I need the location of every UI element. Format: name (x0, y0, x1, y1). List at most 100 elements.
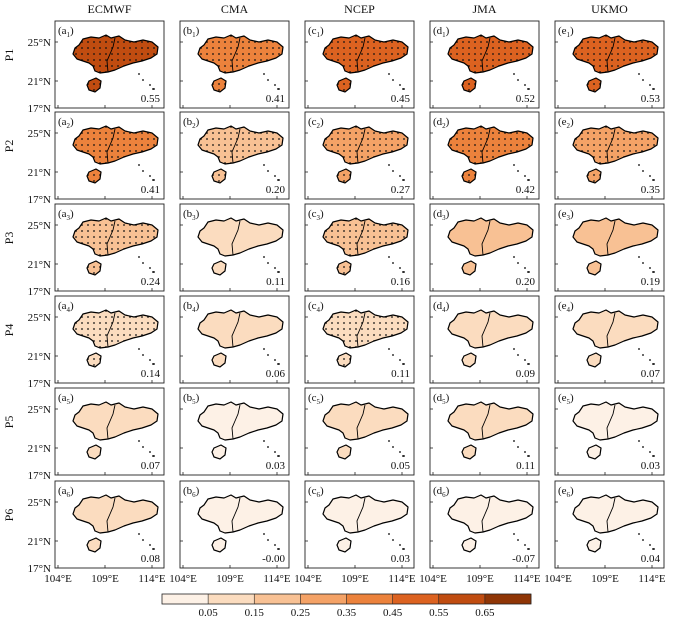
region-mainland-fill (573, 495, 658, 533)
region-outline (572, 309, 659, 349)
small-island-mark (149, 359, 151, 361)
small-island-mark (388, 533, 390, 535)
small-island-mark (649, 451, 651, 453)
island-outline (461, 168, 477, 184)
map-panel-d1: (d1) 0.52 (429, 20, 540, 109)
lat-tick-label: 17°N (28, 194, 51, 206)
small-island-mark (267, 539, 269, 541)
small-island-mark (138, 348, 140, 350)
province-boundary (231, 404, 241, 440)
panel-label: (b1) (183, 25, 200, 39)
significance-dots (323, 310, 408, 348)
correlation-value: 0.03 (391, 553, 411, 565)
small-island-mark (149, 267, 151, 269)
panel-label: (d5) (433, 392, 450, 406)
region-outline (572, 125, 659, 165)
island-outline (586, 260, 602, 276)
small-island-mark (517, 79, 519, 81)
province-boundary (606, 220, 616, 256)
region-outline (72, 401, 159, 441)
small-island-mark (642, 79, 644, 81)
small-island-mark (392, 539, 394, 541)
column-header-cma: CMA (221, 2, 249, 16)
correlation-value: -0.00 (262, 553, 285, 565)
small-island-mark (649, 84, 651, 86)
correlation-value: 0.03 (266, 460, 286, 472)
small-island-mark (649, 359, 651, 361)
island-outline (586, 537, 602, 553)
island-outline (336, 537, 352, 553)
significance-dots (448, 35, 533, 73)
map-panel-c2: (c2) 0.27 (304, 111, 415, 200)
island-outline (586, 444, 602, 460)
map-panel-b2: (b2) 0.20 (179, 111, 290, 200)
significance-dots (323, 126, 408, 164)
small-island-mark (403, 363, 405, 365)
province-boundary (481, 312, 491, 348)
small-island-mark (153, 363, 155, 365)
small-island-mark (653, 548, 655, 550)
lon-tick-label: 104°E (294, 573, 322, 585)
map-panel-c1: (c1) 0.45 (304, 20, 415, 109)
province-boundary (606, 128, 616, 164)
island-outline (586, 77, 602, 93)
significance-dots-island (87, 169, 101, 183)
map-panel-b5: (b5) 0.03 (179, 387, 290, 476)
region-mainland-fill (73, 402, 158, 440)
small-island-mark (274, 175, 276, 177)
small-island-mark (642, 262, 644, 264)
small-island-mark (388, 164, 390, 166)
region-island-fill (462, 445, 476, 459)
row-label-p3: P3 (2, 232, 16, 245)
row-label-p4: P4 (2, 324, 16, 337)
small-island-mark (517, 170, 519, 172)
island-outline (211, 537, 227, 553)
map-panel-c4: (c4) 0.11 (304, 295, 415, 384)
panel-label: (e5) (558, 392, 574, 406)
significance-dots (323, 218, 408, 256)
panel-label: (c6) (308, 485, 324, 499)
significance-dots (323, 35, 408, 73)
region-outline (572, 217, 659, 257)
map-panel-a1: (a1) 0.55 (54, 20, 165, 109)
panel-label: (b5) (183, 392, 200, 406)
panel-label: (a6) (58, 485, 74, 499)
correlation-value: 0.53 (641, 93, 661, 105)
small-island-mark (263, 348, 265, 350)
small-island-mark (642, 354, 644, 356)
island-outline (336, 77, 352, 93)
colorbar-segment (392, 594, 440, 604)
small-island-mark (642, 446, 644, 448)
small-island-mark (638, 256, 640, 258)
panel-label: (d4) (433, 300, 450, 314)
significance-dots-island (87, 78, 101, 92)
small-island-mark (153, 88, 155, 90)
correlation-value: 0.04 (641, 553, 661, 565)
small-island-mark (153, 548, 155, 550)
island-outline (336, 444, 352, 460)
panel-label: (d2) (433, 116, 450, 130)
significance-dots-island (87, 261, 101, 275)
small-island-mark (267, 170, 269, 172)
province-boundary (106, 128, 116, 164)
island-outline (461, 444, 477, 460)
province-boundary (606, 312, 616, 348)
small-island-mark (528, 179, 530, 181)
small-island-mark (653, 88, 655, 90)
map-panel-c6: (c6) 0.03 (304, 480, 415, 569)
panel-label: (e4) (558, 300, 574, 314)
region-island-fill (87, 538, 101, 552)
region-mainland-fill (573, 218, 658, 256)
panel-label: (b2) (183, 116, 200, 130)
correlation-value: 0.19 (641, 276, 661, 288)
panel-label: (a1) (58, 25, 74, 39)
island-outline (86, 260, 102, 276)
small-island-mark (403, 455, 405, 457)
small-island-mark (399, 267, 401, 269)
small-island-mark (649, 175, 651, 177)
small-island-mark (274, 267, 276, 269)
small-island-mark (149, 84, 151, 86)
region-mainland-fill (573, 310, 658, 348)
panel-label: (c1) (308, 25, 324, 39)
